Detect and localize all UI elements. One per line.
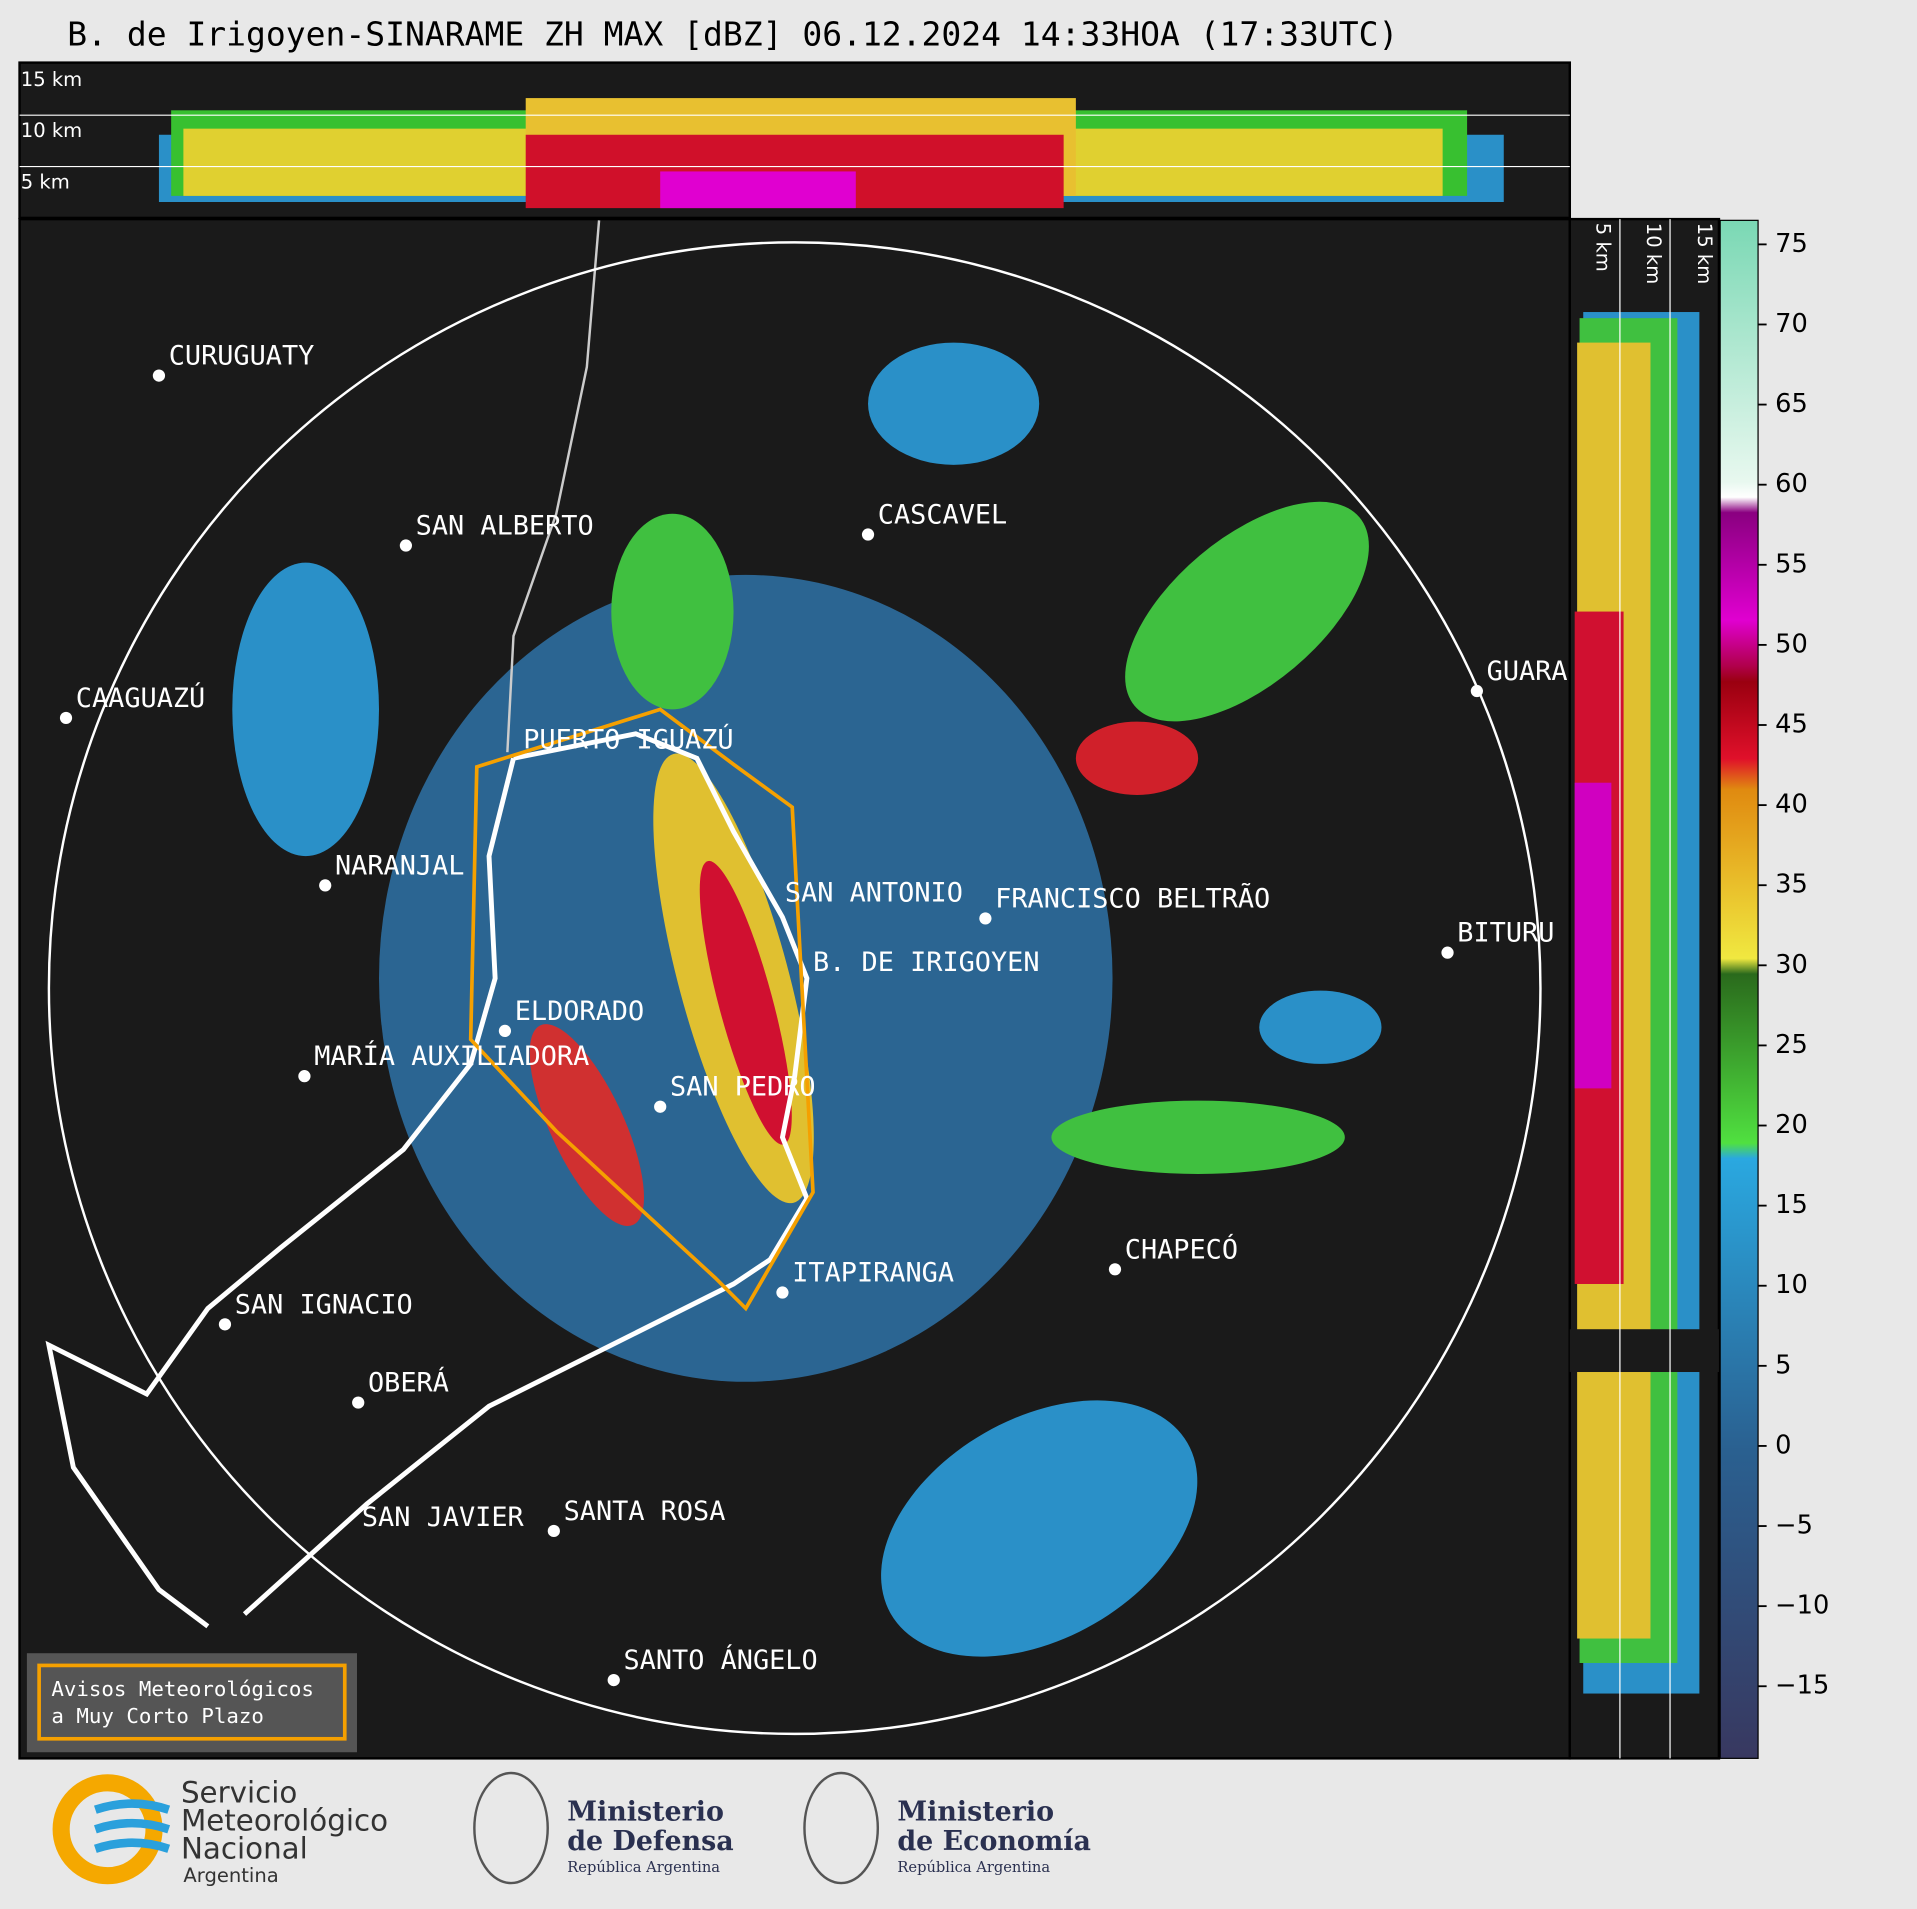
colorbar-tick-label: 25: [1775, 1030, 1808, 1060]
city-label: FRANCISCO BELTRÃO: [995, 882, 1270, 914]
city-label: CURUGUATY: [169, 341, 315, 372]
coat-of-arms: [803, 1771, 880, 1885]
colorbar-tick-label: 15: [1775, 1190, 1808, 1220]
notice-frame: [37, 1663, 347, 1741]
range-ring: [47, 241, 1542, 1736]
city-label: ELDORADO: [515, 996, 644, 1027]
city-dot: [319, 879, 332, 892]
city-dot: [861, 528, 875, 541]
city-dot: [547, 1524, 560, 1538]
logo-text: Nacional: [181, 1832, 308, 1866]
city-dot: [298, 1070, 311, 1083]
smn-logo: [52, 1774, 171, 1885]
height-label: 5 km: [1592, 223, 1615, 272]
city-label: SANTA ROSA: [564, 1496, 726, 1527]
logo-text: Argentina: [183, 1864, 278, 1887]
city-label: MARÍA AUXILIADORA: [314, 1040, 589, 1072]
side-echo: [1569, 312, 1719, 1694]
city-label: ITAPIRANGA: [792, 1258, 954, 1289]
city-label: PUERTO IGUAZÚ: [523, 723, 733, 755]
city-label: CASCAVEL: [878, 500, 1007, 531]
city-label: BITURU: [1457, 918, 1554, 949]
logo-text: República Argentina: [567, 1859, 720, 1876]
title: B. de Irigoyen-SINARAME ZH MAX [dBZ] 06.…: [67, 15, 1398, 54]
coat-of-arms: [473, 1771, 549, 1885]
colorbar-tick-label: 60: [1775, 469, 1808, 499]
city-dot: [607, 1673, 620, 1687]
colorbar-tick-label: 70: [1775, 309, 1808, 339]
logo-text: de Defensa: [567, 1826, 733, 1857]
colorbar-tick-label: 65: [1775, 389, 1808, 419]
city-label: GUARA: [1487, 656, 1568, 687]
city-label: SAN ANTONIO: [785, 877, 963, 908]
colorbar-tick-label: −10: [1775, 1591, 1829, 1621]
city-dot: [654, 1100, 667, 1113]
logo-text: Ministerio: [567, 1797, 724, 1828]
city-dot: [1108, 1263, 1122, 1276]
city-label: OBERÁ: [368, 1367, 449, 1399]
colorbar-tick-label: 0: [1775, 1430, 1791, 1460]
colorbar-tick-label: 20: [1775, 1110, 1808, 1140]
boundaries: [45, 220, 815, 1629]
colorbar-tick-label: 55: [1775, 549, 1808, 579]
logo-text: Servicio: [181, 1775, 297, 1809]
city-dot: [979, 912, 992, 925]
colorbar: [1719, 219, 1759, 1759]
colorbar-tick-label: 35: [1775, 870, 1808, 900]
height-label: 10 km: [1642, 223, 1665, 284]
colorbar-tick-label: −15: [1775, 1671, 1829, 1701]
colorbar-tick-label: 40: [1775, 790, 1808, 820]
city-dot: [218, 1318, 232, 1331]
city-dot: [59, 711, 73, 725]
logo-text: Meteorológico: [181, 1803, 388, 1837]
colorbar-tick-label: 50: [1775, 629, 1808, 659]
notice-text: a Muy Corto Plazo: [51, 1704, 264, 1728]
colorbar-tick-label: −5: [1775, 1511, 1813, 1541]
logo-text: República Argentina: [897, 1859, 1050, 1876]
city-dot: [776, 1286, 789, 1299]
notice-text: Avisos Meteorológicos: [51, 1677, 314, 1701]
colorbar-tick-label: 5: [1775, 1350, 1791, 1380]
city-label: SAN ALBERTO: [416, 511, 594, 542]
echoes: [232, 342, 1382, 1657]
city-label: B. DE IRIGOYEN: [813, 947, 1040, 978]
logo-text: Ministerio: [897, 1797, 1054, 1828]
top-echo: [158, 98, 1504, 209]
city-label: SAN JAVIER: [362, 1502, 525, 1533]
city-label: CAAGUAZÚ: [76, 682, 205, 714]
colorbar-tick-label: 30: [1775, 950, 1808, 980]
city-dot: [152, 369, 166, 382]
city-label: SAN IGNACIO: [235, 1289, 413, 1320]
city-label: SAN PEDRO: [670, 1072, 816, 1103]
city-label: SANTO ÁNGELO: [624, 1644, 818, 1676]
colorbar-tick-label: 10: [1775, 1270, 1808, 1300]
height-label: 15 km: [21, 68, 82, 91]
city-dot: [1441, 946, 1454, 959]
colorbar-tick-label: 75: [1775, 229, 1808, 259]
height-label: 5 km: [21, 171, 70, 194]
colorbar-tick-label: 45: [1775, 709, 1808, 739]
city-dot: [399, 539, 413, 552]
logo-text: de Economía: [897, 1826, 1091, 1857]
city-label: CHAPECÓ: [1125, 1233, 1238, 1265]
city-dot: [1470, 684, 1483, 698]
height-label: 10 km: [21, 119, 82, 142]
height-label: 15 km: [1693, 223, 1716, 284]
notice-box: [26, 1653, 357, 1753]
city-label: NARANJAL: [335, 850, 464, 881]
city-dot: [498, 1024, 512, 1038]
city-dot: [352, 1396, 365, 1409]
